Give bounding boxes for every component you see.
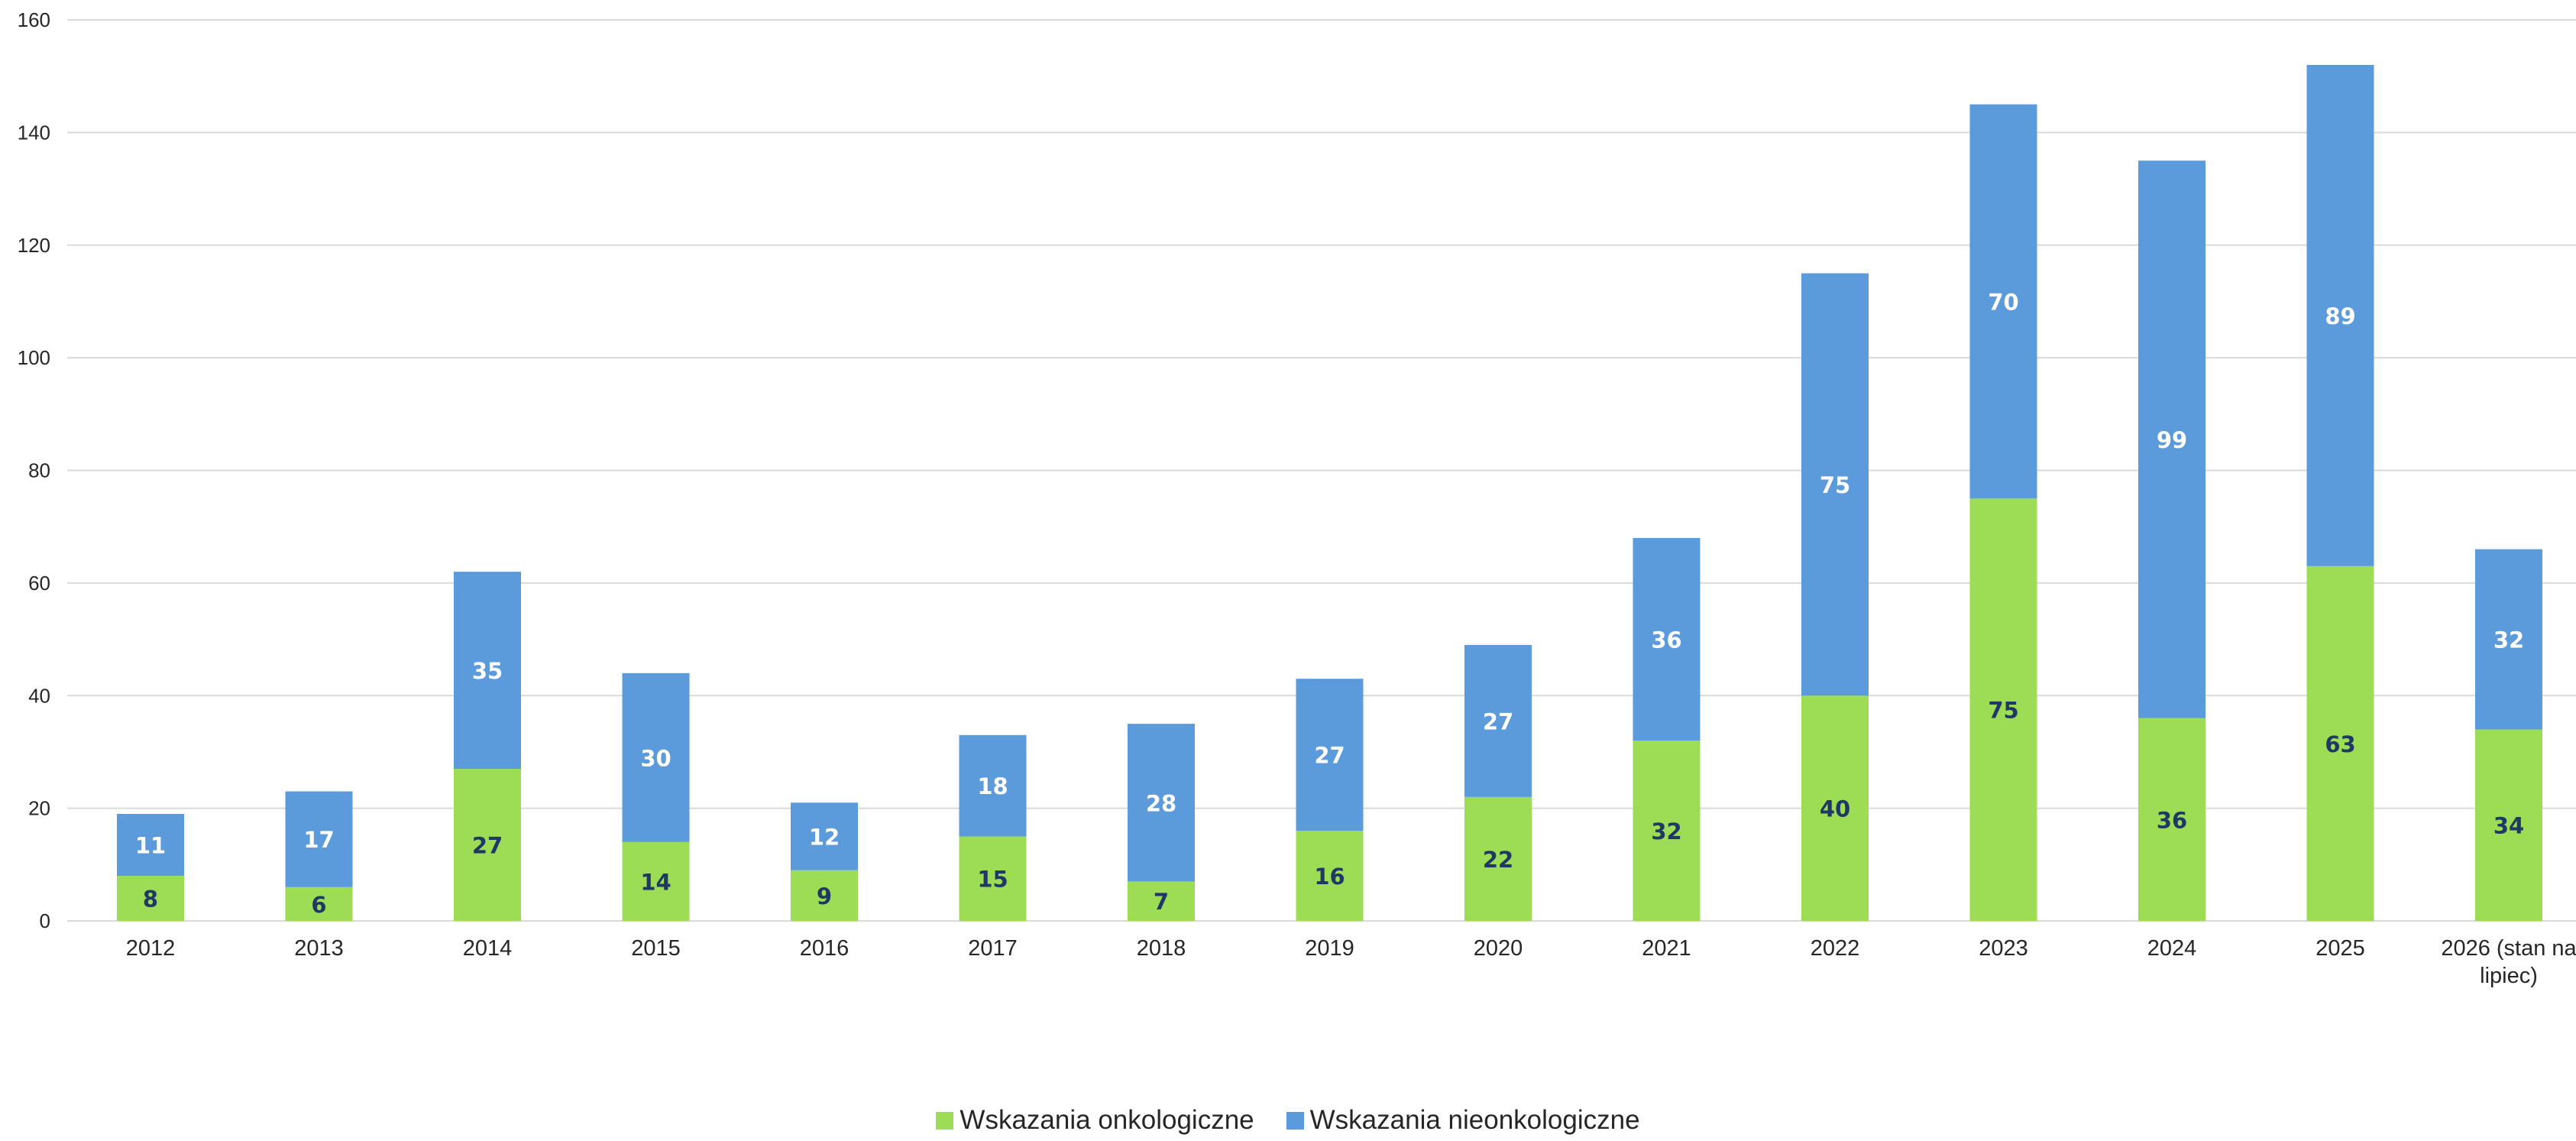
legend-label-oncological: Wskazania onkologiczne <box>960 1105 1254 1135</box>
bar-segment <box>2475 729 2542 921</box>
bar-segment <box>2138 718 2205 921</box>
y-axis-ticks: 0 20 40 60 80 100 120 140 160 <box>18 8 50 932</box>
bar-segment <box>1801 695 1869 921</box>
x-axis-ticks: 2012 2013 2014 2015 2016 2017 2018 2019 2020 2021… <box>126 936 2576 988</box>
data-label: 27 <box>472 833 503 859</box>
data-label: 27 <box>1314 743 1345 769</box>
bar-segment <box>2306 64 2374 566</box>
bar-segment <box>2306 566 2374 921</box>
data-label: 99 <box>2157 427 2187 453</box>
bar-segment <box>959 734 1027 837</box>
bar-segment <box>285 791 353 887</box>
bar-segment <box>1296 679 1364 831</box>
bar-segment <box>1633 741 1701 921</box>
x-tick-label: 2017 <box>968 936 1018 961</box>
data-label: 14 <box>640 869 671 895</box>
y-tick-label: 60 <box>28 572 50 595</box>
bar-segment <box>1464 796 1532 921</box>
x-tick-label: 2023 <box>1979 936 2028 961</box>
data-label: 11 <box>135 833 166 859</box>
y-tick-label: 20 <box>28 797 50 820</box>
data-label: 16 <box>1314 864 1345 890</box>
data-label: 75 <box>1988 698 2018 724</box>
y-tick-label: 0 <box>40 909 50 932</box>
legend-item-non-oncological: Wskazania nieonkologiczne <box>1286 1105 1640 1136</box>
data-label: 15 <box>977 867 1008 893</box>
bar-segment <box>2138 160 2205 718</box>
data-labels: 8 11 6 17 27 35 14 30 9 12 15 18 7 28 16 27 22 27 32 36 40 75… <box>135 289 2524 917</box>
bar-segment <box>622 673 690 842</box>
data-label: 30 <box>640 745 671 771</box>
data-label: 22 <box>1483 847 1513 873</box>
y-tick-label: 100 <box>18 346 50 369</box>
data-label: 8 <box>143 887 158 912</box>
bar-segment <box>1296 831 1364 921</box>
x-tick-label: 2022 <box>1811 936 1860 961</box>
y-tick-label: 120 <box>18 234 50 257</box>
x-tick-label: 2018 <box>1137 936 1186 961</box>
x-tick-label: 2013 <box>294 936 344 961</box>
bar-segment <box>117 813 184 877</box>
bar-segment <box>454 769 521 921</box>
data-label: 6 <box>311 892 326 918</box>
bar-segment <box>1633 537 1701 741</box>
data-label: 63 <box>2325 731 2355 757</box>
bar-segment <box>1801 273 1869 696</box>
bar-segment <box>622 841 690 921</box>
y-tick-label: 160 <box>18 8 50 31</box>
data-label: 89 <box>2325 303 2355 329</box>
legend-swatch-oncological <box>936 1111 954 1130</box>
data-label: 12 <box>809 824 840 850</box>
data-label: 32 <box>2493 627 2524 653</box>
data-label: 75 <box>1820 472 1850 498</box>
y-tick-label: 40 <box>28 684 50 707</box>
x-tick-label: 2024 <box>2147 936 2197 961</box>
bar-segment <box>1128 724 1195 882</box>
x-tick-label: 2025 <box>2315 936 2365 961</box>
bars <box>117 64 2542 921</box>
data-label: 36 <box>1651 627 1681 653</box>
x-tick-label: 2012 <box>126 936 176 961</box>
legend: Wskazania onkologiczne Wskazania nieonko… <box>0 1105 2576 1136</box>
data-label: 18 <box>977 773 1008 799</box>
bar-segment <box>454 572 521 770</box>
legend-label-non-oncological: Wskazania nieonkologiczne <box>1309 1105 1640 1135</box>
x-tick-label: 2020 <box>1474 936 1523 961</box>
y-tick-label: 140 <box>18 121 50 144</box>
x-tick-label: 2021 <box>1642 936 1691 961</box>
data-label: 28 <box>1146 790 1176 816</box>
bar-segment <box>285 887 353 921</box>
x-tick-label: 2026 (stan na lipiec) <box>2441 936 2576 988</box>
bar-segment <box>1969 104 2037 499</box>
bar-segment <box>791 870 858 921</box>
bar-segment <box>1128 881 1195 921</box>
bar-segment <box>2475 549 2542 730</box>
x-tick-label: 2014 <box>463 936 513 961</box>
data-label: 40 <box>1820 796 1850 822</box>
bar-segment <box>959 836 1027 921</box>
bar-segment <box>791 802 858 870</box>
bar-segment <box>117 876 184 921</box>
data-label: 17 <box>303 827 334 853</box>
legend-swatch-non-oncological <box>1286 1111 1304 1130</box>
data-label: 36 <box>2157 807 2187 833</box>
data-label: 34 <box>2493 813 2524 839</box>
data-label: 7 <box>1154 889 1169 915</box>
y-tick-label: 80 <box>28 459 50 482</box>
data-label: 70 <box>1988 289 2018 315</box>
data-label: 32 <box>1651 818 1681 844</box>
bar-segment <box>1969 498 2037 921</box>
data-label: 9 <box>817 883 832 909</box>
legend-item-oncological: Wskazania onkologiczne <box>936 1105 1254 1136</box>
bar-segment <box>1464 644 1532 797</box>
data-label: 35 <box>472 658 503 684</box>
x-tick-label: 2016 <box>800 936 849 961</box>
x-tick-label: 2015 <box>631 936 681 961</box>
x-tick-label: 2019 <box>1305 936 1354 961</box>
data-label: 27 <box>1483 708 1513 734</box>
